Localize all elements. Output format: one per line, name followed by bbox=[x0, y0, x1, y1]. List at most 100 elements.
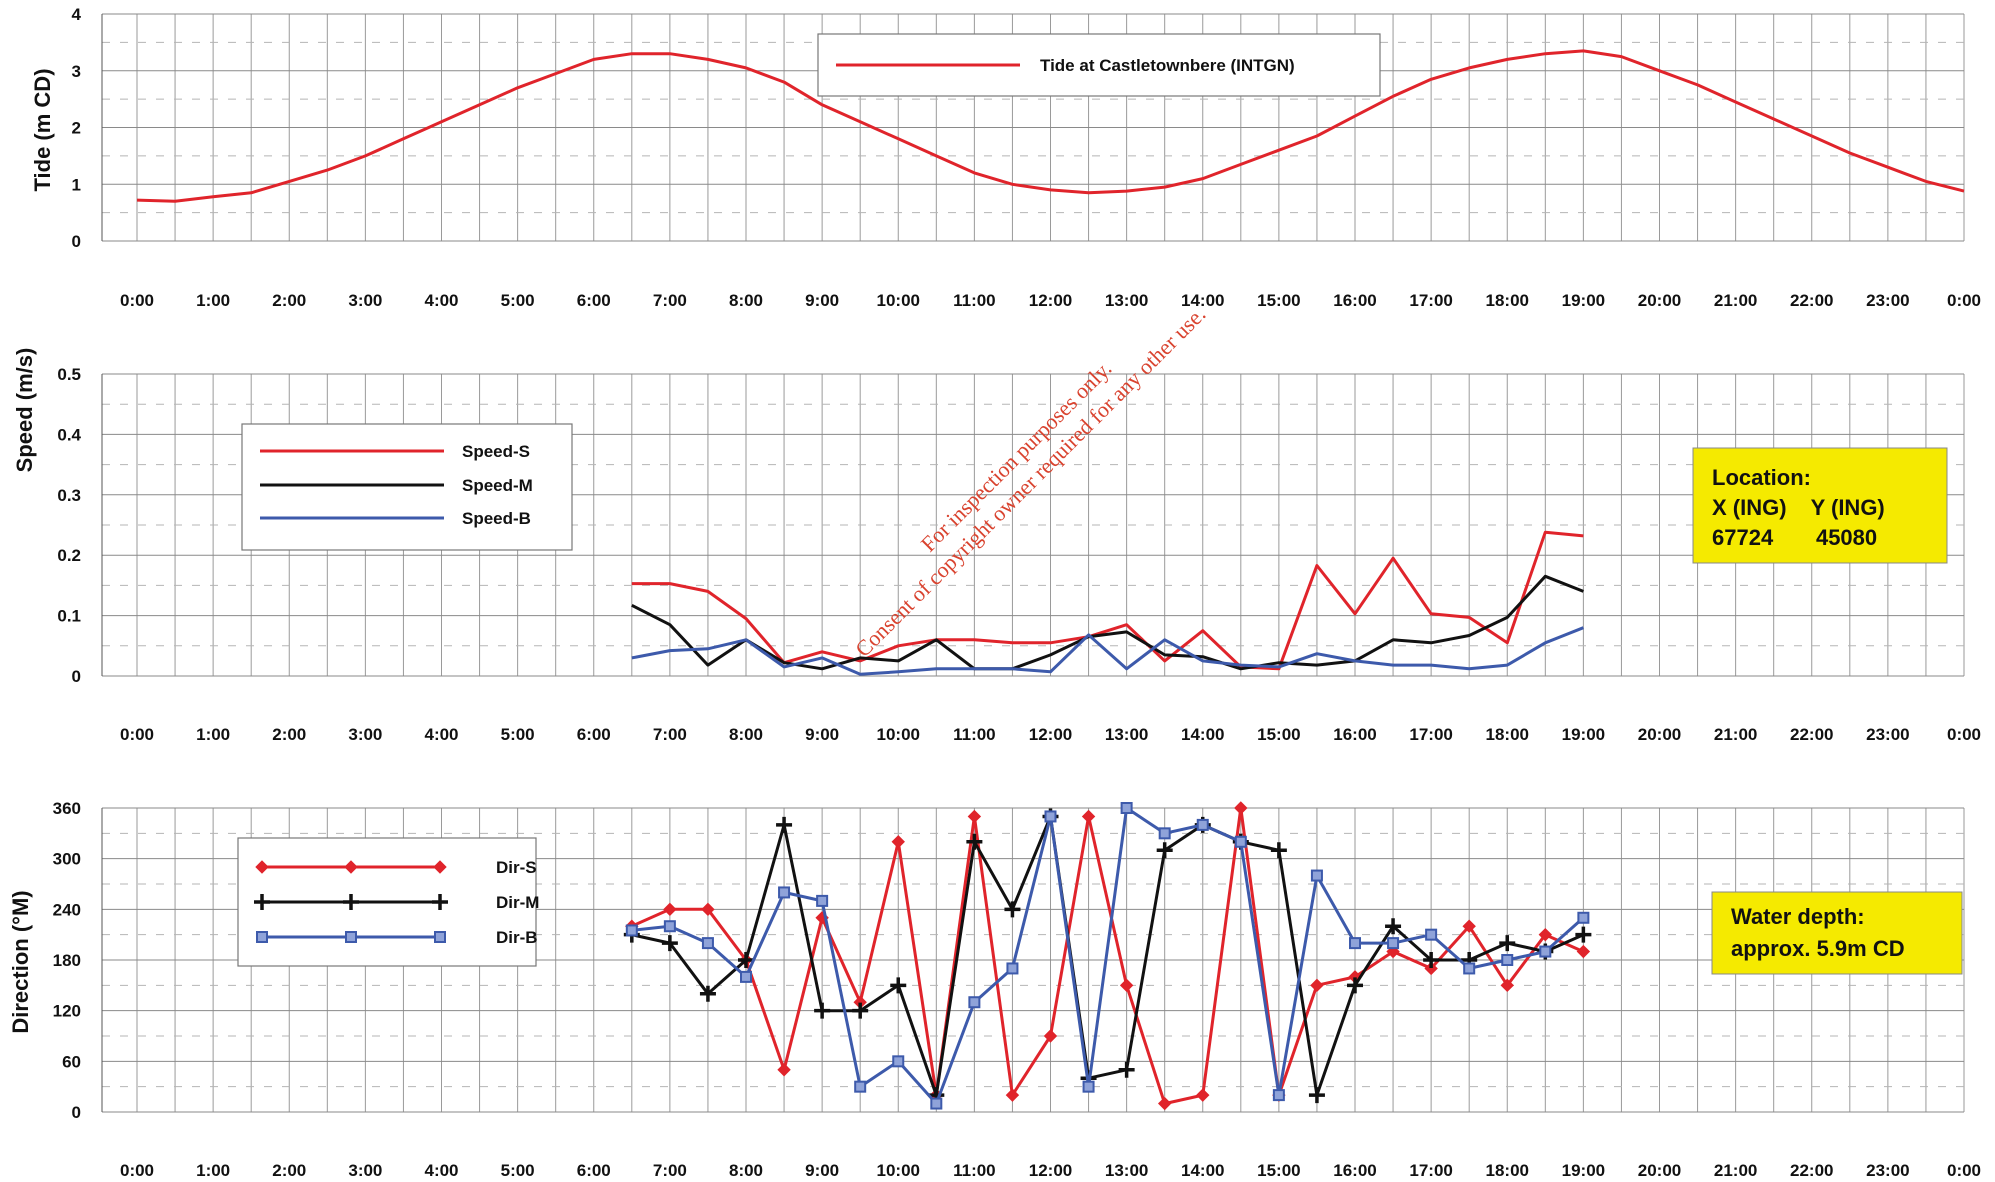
x-tick-label: 4:00 bbox=[424, 1161, 458, 1180]
legend-marker bbox=[434, 931, 446, 943]
y-tick-label: 0.5 bbox=[57, 365, 81, 384]
legend-label-tide: Tide at Castletownbere (INTGN) bbox=[1040, 56, 1295, 75]
data-point-dir-m bbox=[1004, 901, 1021, 918]
data-point-dir-b bbox=[1577, 911, 1590, 924]
data-point-dir-s bbox=[1157, 1096, 1172, 1111]
y-tick-label: 180 bbox=[53, 951, 81, 970]
x-tick-label: 22:00 bbox=[1790, 1161, 1833, 1180]
y-tick-label: 1 bbox=[72, 175, 81, 194]
data-point-dir-s bbox=[663, 902, 677, 917]
x-tick-label: 11:00 bbox=[953, 725, 996, 744]
x-tick-label: 19:00 bbox=[1562, 291, 1605, 310]
data-point-dir-m bbox=[814, 1002, 831, 1019]
y-tick-label: 0.3 bbox=[57, 486, 81, 505]
speed-legend: Speed-S Speed-M Speed-B bbox=[241, 423, 573, 551]
x-tick-label: 23:00 bbox=[1866, 1161, 1909, 1180]
x-tick-label: 5:00 bbox=[501, 725, 535, 744]
legend-label-speed-b: Speed-B bbox=[462, 509, 531, 528]
x-tick-label: 13:00 bbox=[1105, 1161, 1148, 1180]
data-point-dir-m bbox=[966, 833, 983, 850]
series-line-speed-m bbox=[631, 574, 1584, 671]
x-tick-label: 2:00 bbox=[272, 291, 306, 310]
data-point-dir-b bbox=[892, 1055, 905, 1068]
data-point-dir-s bbox=[1081, 809, 1096, 824]
series-line-dir-s bbox=[631, 806, 1585, 1106]
data-point-dir-b bbox=[930, 1097, 943, 1110]
y-tick-label: 0.4 bbox=[57, 425, 81, 444]
data-point-dir-b bbox=[778, 886, 791, 899]
x-tick-label: 14:00 bbox=[1181, 1161, 1224, 1180]
y-tick-label: 3 bbox=[72, 62, 81, 81]
x-tick-label: 23:00 bbox=[1866, 291, 1909, 310]
data-point-dir-s bbox=[1196, 1088, 1210, 1102]
x-tick-label: 10:00 bbox=[877, 725, 920, 744]
x-tick-label: 14:00 bbox=[1181, 725, 1224, 744]
x-tick-label: 2:00 bbox=[272, 725, 306, 744]
x-tick-label: 23:00 bbox=[1866, 725, 1909, 744]
data-point-dir-s bbox=[1119, 978, 1134, 993]
direction-chart: 0 60 120 180 240 300 360 0:00 1:00 2:00 3:00 4:00 5… bbox=[8, 799, 1981, 1180]
x-tick-label: 4:00 bbox=[424, 725, 458, 744]
x-tick-label: 19:00 bbox=[1562, 1161, 1605, 1180]
x-tick-label: 0:00 bbox=[1947, 1161, 1981, 1180]
data-point-dir-s bbox=[1310, 978, 1324, 993]
y-tick-label: 0 bbox=[72, 667, 81, 686]
x-tick-label: 10:00 bbox=[877, 1161, 920, 1180]
x-tick-label: 7:00 bbox=[653, 725, 687, 744]
x-tick-label: 7:00 bbox=[653, 291, 687, 310]
legend-marker bbox=[255, 860, 269, 874]
legend-line-dir-b bbox=[256, 931, 446, 943]
data-point-dir-m bbox=[852, 1002, 869, 1019]
x-tick-label: 17:00 bbox=[1409, 291, 1452, 310]
x-tick-label: 12:00 bbox=[1029, 291, 1072, 310]
legend-label-dir-m: Dir-M bbox=[496, 893, 539, 912]
data-point-dir-m bbox=[1347, 977, 1363, 994]
data-point-dir-b bbox=[968, 996, 981, 1009]
series-line-speed-s bbox=[631, 530, 1584, 671]
x-tick-label: 13:00 bbox=[1105, 291, 1148, 310]
y-tick-label: 0.2 bbox=[57, 546, 81, 565]
x-tick-label: 20:00 bbox=[1638, 291, 1681, 310]
data-point-dir-b bbox=[1044, 810, 1057, 823]
speed-y-axis-label: Speed (m/s) bbox=[12, 348, 37, 473]
data-point-dir-m bbox=[1423, 952, 1440, 968]
x-tick-label: 12:00 bbox=[1029, 725, 1072, 744]
data-point-dir-b bbox=[1196, 818, 1209, 831]
x-tick-label: 18:00 bbox=[1486, 1161, 1529, 1180]
data-point-dir-s bbox=[1005, 1088, 1020, 1102]
data-point-dir-b bbox=[740, 970, 752, 983]
y-tick-label: 300 bbox=[53, 850, 81, 869]
x-tick-label: 9:00 bbox=[805, 1161, 839, 1180]
data-point-dir-b bbox=[1501, 954, 1514, 966]
data-point-dir-b bbox=[1272, 1089, 1285, 1102]
x-tick-label: 12:00 bbox=[1029, 1161, 1072, 1180]
data-point-dir-m bbox=[1156, 842, 1173, 859]
legend-line-dir-m bbox=[254, 894, 448, 910]
series-line-speed-b bbox=[631, 626, 1584, 676]
direction-legend: Dir-S Dir-M Dir-B bbox=[237, 837, 539, 967]
x-tick-label: 0:00 bbox=[1947, 291, 1981, 310]
x-tick-label: 18:00 bbox=[1486, 725, 1529, 744]
x-tick-label: 0:00 bbox=[120, 291, 154, 310]
data-point-dir-b bbox=[663, 920, 676, 933]
x-tick-label: 6:00 bbox=[577, 291, 611, 310]
x-tick-label: 21:00 bbox=[1714, 1161, 1757, 1180]
x-tick-label: 10:00 bbox=[877, 291, 920, 310]
x-tick-label: 16:00 bbox=[1333, 291, 1376, 310]
legend-line-dir-s bbox=[255, 860, 447, 874]
data-point-dir-b bbox=[1463, 962, 1476, 975]
location-values: 67724 45080 bbox=[1712, 525, 1877, 550]
data-point-dir-s bbox=[1462, 919, 1476, 933]
legend-marker bbox=[343, 894, 359, 910]
location-title: Location: bbox=[1712, 465, 1811, 490]
legend-marker bbox=[433, 860, 447, 874]
y-tick-label: 2 bbox=[72, 119, 81, 138]
direction-y-axis-label: Direction (°M) bbox=[8, 890, 33, 1033]
y-tick-label: 240 bbox=[53, 900, 81, 919]
x-tick-label: 20:00 bbox=[1638, 725, 1681, 744]
location-columns: X (ING) Y (ING) bbox=[1712, 495, 1885, 520]
water-depth-title: Water depth: bbox=[1731, 904, 1865, 929]
data-point-dir-m bbox=[1575, 926, 1592, 943]
y-tick-label: 0 bbox=[72, 232, 81, 251]
